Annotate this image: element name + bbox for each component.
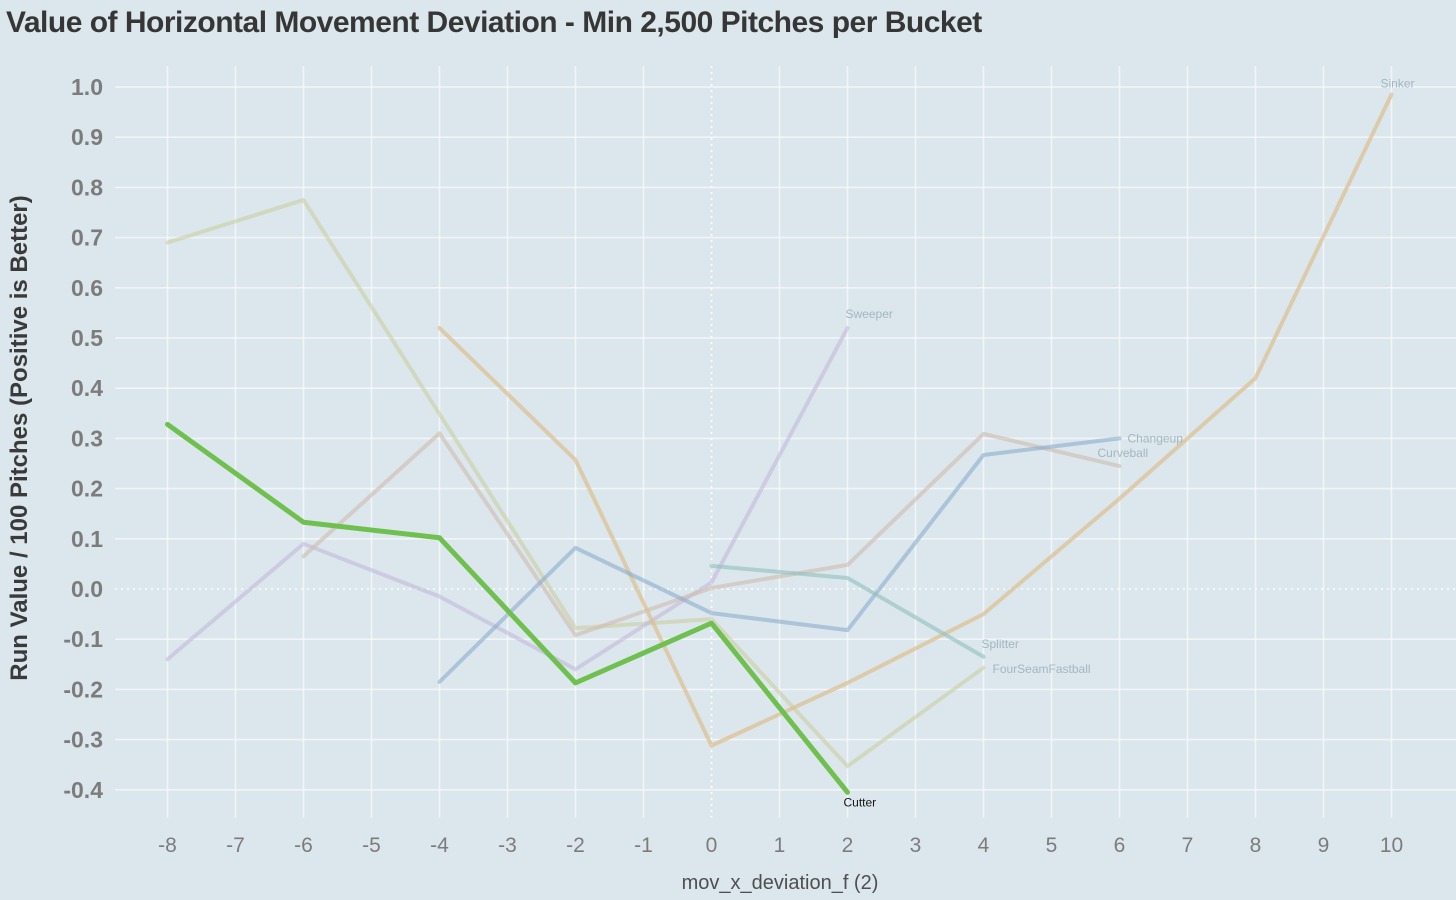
y-tick-label: 0.7 — [71, 225, 103, 251]
x-tick-label: 3 — [910, 834, 922, 857]
series-line-splitter — [709, 563, 986, 659]
x-tick-label: 7 — [1182, 834, 1194, 857]
y-tick-label: 0.1 — [71, 526, 103, 552]
y-tick-label: -0.2 — [63, 676, 103, 702]
y-tick-label: 1.0 — [71, 74, 103, 100]
x-tick-label: 6 — [1114, 834, 1126, 857]
series-end-label-changeup: Changeup — [1128, 431, 1184, 445]
series-end-label-curveball: Curveball — [1098, 446, 1149, 460]
series-line-curveball — [301, 431, 1122, 638]
series-end-label-splitter: Splitter — [982, 637, 1019, 651]
y-tick-label: 0.3 — [71, 425, 103, 451]
y-tick-label: 0.8 — [71, 174, 103, 200]
y-axis-title: Run Value / 100 Pitches (Positive is Bet… — [6, 195, 33, 681]
y-tick-label: 0.0 — [71, 576, 103, 602]
x-tick-label: 0 — [706, 834, 718, 857]
x-tick-label: -2 — [566, 834, 585, 857]
x-tick-label: 1 — [774, 834, 786, 857]
x-tick-label: -7 — [226, 834, 245, 857]
series-line-cutter — [165, 421, 850, 795]
y-tick-label: -0.4 — [63, 777, 103, 803]
x-tick-label: 8 — [1250, 834, 1262, 857]
x-tick-label: 5 — [1046, 834, 1058, 857]
series-end-label-fourseamfastball: FourSeamFastball — [993, 662, 1091, 676]
x-axis-title: mov_x_deviation_f (2) — [682, 872, 879, 894]
chart-title: Value of Horizontal Movement Deviation -… — [6, 6, 982, 39]
series-end-label-sinker: Sinker — [1381, 77, 1415, 91]
y-tick-label: 0.2 — [71, 476, 103, 502]
x-tick-label: 2 — [842, 834, 854, 857]
x-tick-label: -1 — [634, 834, 653, 857]
y-tick-label: -0.3 — [63, 727, 103, 753]
x-tick-label: -6 — [294, 834, 313, 857]
x-tick-label: 10 — [1380, 834, 1403, 857]
x-tick-label: -5 — [362, 834, 381, 857]
series-end-label-cutter: Cutter — [844, 795, 877, 809]
y-tick-label: 0.5 — [71, 325, 103, 351]
x-tick-label: 4 — [978, 834, 990, 857]
series-line-changeup — [437, 436, 1122, 684]
series-end-label-sweeper: Sweeper — [846, 307, 893, 321]
y-tick-label: 0.9 — [71, 124, 103, 150]
x-tick-label: -3 — [498, 834, 517, 857]
y-tick-label: 0.4 — [71, 375, 103, 401]
x-tick-label: 9 — [1318, 834, 1330, 857]
x-tick-label: -8 — [158, 834, 177, 857]
series-line-sinker — [437, 92, 1394, 748]
y-tick-label: -0.1 — [63, 626, 103, 652]
y-tick-label: 0.6 — [71, 275, 103, 301]
x-tick-label: -4 — [430, 834, 449, 857]
series-line-sweeper — [165, 325, 850, 672]
